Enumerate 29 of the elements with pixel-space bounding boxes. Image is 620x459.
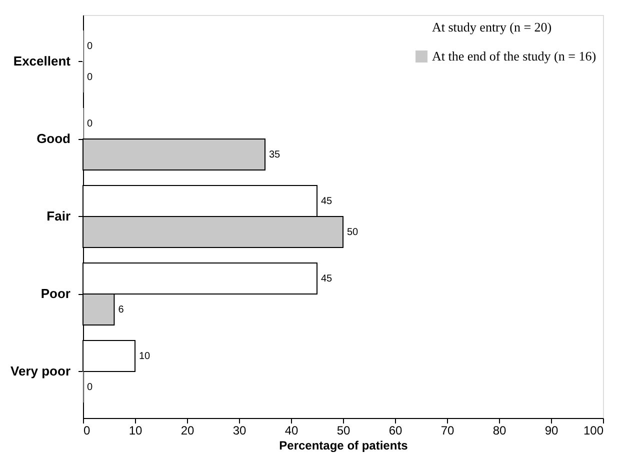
y-tick-label: Very poor [10,364,70,378]
x-tick-label: 70 [440,424,454,438]
y-tick-label: Excellent [13,54,72,68]
x-axis-title: Percentage of patients [279,438,408,452]
data-label: 0 [87,382,93,393]
data-label: 35 [269,150,281,160]
data-label: 45 [321,274,333,284]
x-tick-label: 10 [128,424,142,438]
x-tick-label: 40 [284,424,298,438]
x-tick-label: 0 [84,424,90,438]
data-label: 6 [118,304,124,316]
text: At study entry (n = 20) [432,20,552,34]
x-tick-label: 90 [544,424,558,438]
y-tick-label: Fair [46,208,70,224]
x-tick-label: 100 [583,424,604,438]
data-label: 10 [139,351,151,362]
y-tick-label: Poor [40,286,70,301]
data-label: 0 [87,41,93,52]
data-label: 0 [87,72,93,83]
x-tick-label: 20 [180,424,194,438]
x-tick-label: 30 [232,424,246,438]
y-tick-label: Good [36,131,71,146]
data-label: 50 [347,227,359,238]
x-tick-label: 50 [336,424,350,438]
data-label: 45 [321,196,333,207]
data-label: 0 [87,118,93,130]
x-tick-label: 60 [388,424,402,438]
x-tick-label: 80 [492,424,506,438]
legend-label: At the end of the study (n = 16) [432,48,596,64]
